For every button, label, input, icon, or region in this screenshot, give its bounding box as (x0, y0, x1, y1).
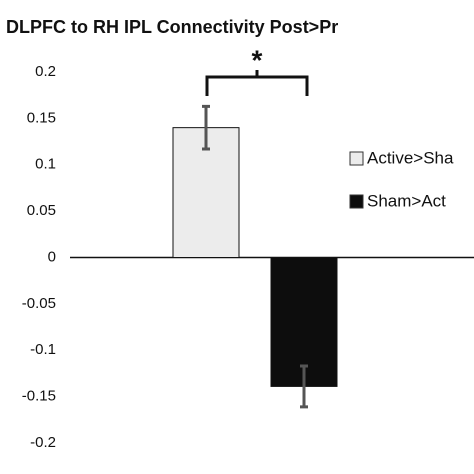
legend-label: Active>Sha (367, 148, 454, 167)
y-tick-label: -0.2 (30, 434, 56, 451)
y-tick-label: 0.15 (27, 109, 56, 126)
y-tick-label: 0 (48, 248, 56, 265)
error-bar (202, 104, 210, 151)
y-tick-label: 0.1 (35, 156, 56, 173)
legend-swatch (349, 151, 364, 166)
y-tick-label: -0.15 (22, 388, 56, 405)
y-tick-label: -0.1 (30, 341, 56, 358)
y-tick-label: -0.05 (22, 295, 56, 312)
legend-swatch (349, 194, 364, 209)
significance-label: * (252, 44, 263, 75)
y-tick-label: 0.05 (27, 202, 56, 219)
chart-title: DLPFC to RH IPL Connectivity Post>Pr (6, 17, 338, 37)
y-tick-label: 0.2 (35, 63, 56, 80)
error-bar (300, 364, 308, 409)
significance-bracket (205, 70, 309, 96)
legend-label: Sham>Act (367, 191, 446, 210)
